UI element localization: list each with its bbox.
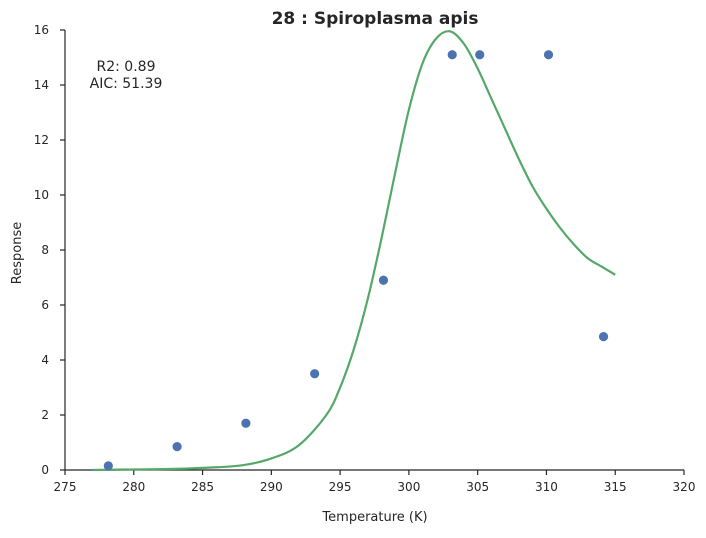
chart-title: 28 : Spiroplasma apis <box>272 9 479 29</box>
data-point <box>103 461 113 471</box>
y-tick-label: 10 <box>34 188 49 202</box>
x-tick-label: 305 <box>466 480 489 494</box>
fit-curve-group <box>92 30 616 472</box>
fit-curve <box>92 30 616 472</box>
y-tick-label: 4 <box>41 353 49 367</box>
x-tick-label: 320 <box>673 480 696 494</box>
data-point <box>543 50 554 60</box>
x-tick-label: 295 <box>329 480 352 494</box>
x-tick-label: 290 <box>260 480 283 494</box>
r2-annotation: R2: 0.89 <box>97 59 156 75</box>
y-axis-label: Response <box>10 222 25 284</box>
data-point <box>172 442 182 452</box>
data-point <box>598 332 609 342</box>
x-tick-label: 275 <box>54 480 77 494</box>
y-tick-label: 2 <box>41 408 49 422</box>
y-tick-label: 6 <box>41 298 49 312</box>
axes: 275 280 285 290 295 300 305 310 315 320 0 2 4 6 8 10 12 1… <box>34 23 696 494</box>
aic-annotation: AIC: 51.39 <box>90 76 163 92</box>
y-tick-label: 0 <box>41 463 49 477</box>
data-point <box>310 369 320 379</box>
y-tick-label: 8 <box>41 243 49 257</box>
x-tick-label: 280 <box>122 480 145 494</box>
y-tick-label: 16 <box>34 23 49 37</box>
data-point <box>241 418 251 428</box>
data-point <box>447 50 457 60</box>
x-tick-label: 300 <box>397 480 420 494</box>
x-tick-label: 315 <box>604 480 627 494</box>
y-tick-label: 14 <box>34 78 49 92</box>
data-points-group <box>103 50 609 471</box>
x-axis-label: Temperature (K) <box>321 510 427 525</box>
x-tick-label: 310 <box>535 480 558 494</box>
y-tick-label: 12 <box>34 133 49 147</box>
x-tick-label: 285 <box>191 480 214 494</box>
data-point <box>475 50 485 60</box>
data-point <box>378 275 389 285</box>
